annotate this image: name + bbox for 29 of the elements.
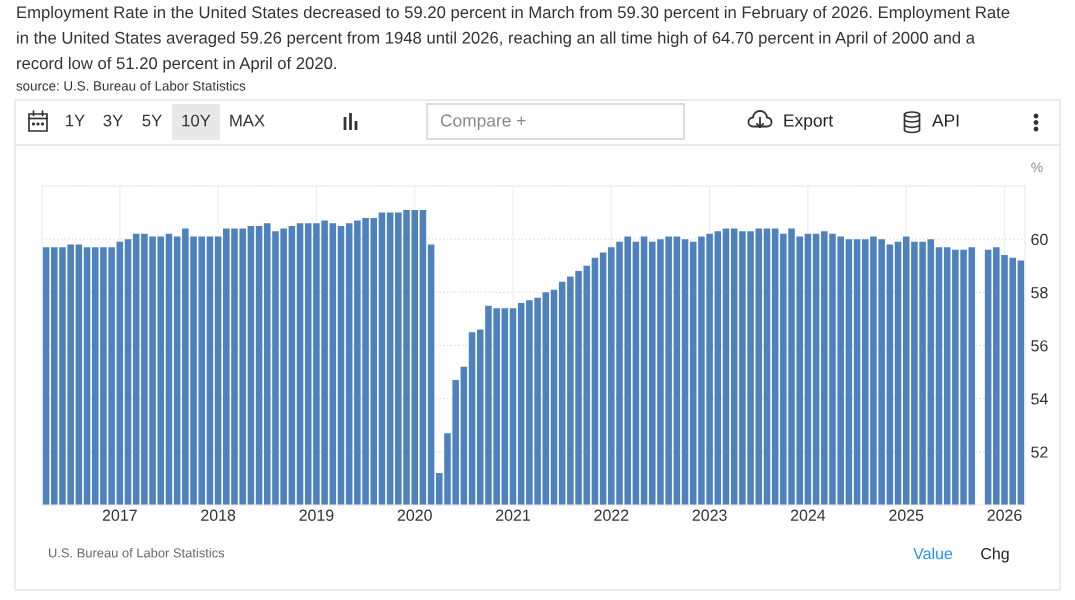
y-axis-title: %	[1031, 162, 1043, 173]
text: 3Y	[103, 114, 123, 127]
x-tick-label: 2025	[889, 509, 924, 521]
text: 1Y	[66, 114, 85, 127]
text: Export	[784, 114, 834, 131]
y-tick-label: 58	[1031, 286, 1048, 299]
text: Value	[913, 547, 953, 560]
source-note: source: U.S. Bureau of Labor Statistics	[16, 80, 246, 91]
chart-title: Employment Rate in the United States decreased to 59.20 percent in March from 59.30 percent in February of 2026. Employment Rate in the United States averaged 59.26 percent from 1948 until 2026, reaching an all time high of 64.70 percent in April of 2000 and a record low of 51.20 percent in April of 2020.	[17, 5, 1010, 73]
x-tick-label: 2017	[102, 509, 137, 521]
text: Compare +	[440, 114, 526, 131]
x-tick-label: 2021	[496, 509, 531, 521]
y-tick-label: 54	[1031, 393, 1048, 405]
x-tick-label: 2026	[987, 509, 1022, 521]
x-tick-label: 2023	[692, 509, 727, 521]
text: API	[932, 114, 959, 127]
y-tick-label: 56	[1031, 340, 1048, 352]
x-tick-label: 2019	[299, 509, 334, 521]
x-tick-label: 2024	[790, 509, 826, 521]
text: MAX	[230, 114, 265, 127]
x-tick-label: 2020	[397, 509, 432, 521]
text: Chg	[981, 547, 1009, 563]
x-tick-label: 2018	[201, 509, 236, 521]
y-tick-label: 60	[1031, 233, 1048, 246]
text: 10Y	[182, 114, 211, 127]
y-tick-label: 52	[1031, 446, 1048, 458]
x-tick-label: 2022	[594, 509, 629, 521]
text: 5Y	[142, 114, 162, 127]
text: U.S. Bureau of Labor Statistics	[49, 547, 225, 558]
